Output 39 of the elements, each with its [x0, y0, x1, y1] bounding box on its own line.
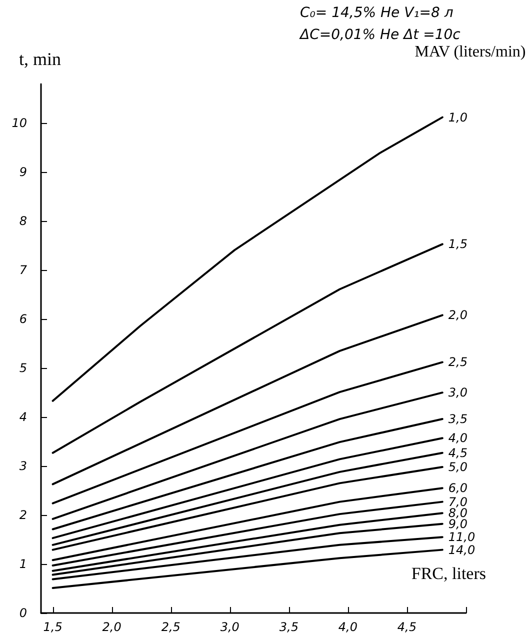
series-label: 1,5 [448, 237, 468, 252]
series-label: 11,0 [448, 530, 476, 544]
y-tick-label: 1 [19, 557, 27, 572]
text: C₀= 14,5% He V₁=8 л [300, 5, 454, 21]
series-label: 1,0 [448, 110, 468, 124]
series-label: 2,5 [448, 355, 468, 370]
x-tick-label: 2,0 [102, 620, 122, 634]
y-tick-label: 4 [19, 410, 27, 424]
x-tick-label: 3,0 [220, 620, 240, 634]
text: ΔC=0,01% He Δt =10с [299, 27, 461, 43]
x-axis-title: FRC, liters [411, 564, 486, 583]
y-tick-label: 6 [19, 312, 28, 326]
x-tick-label: 4,5 [397, 620, 417, 634]
line-series [52, 116, 444, 402]
y-tick-label: 8 [19, 214, 28, 228]
y-tick-label: 9 [19, 165, 27, 180]
y-tick-label: 2 [19, 508, 27, 522]
y-tick-label: 3 [19, 459, 27, 474]
legend-title: MAV (liters/min) [414, 44, 526, 60]
series-label: 2,0 [448, 308, 468, 322]
series-label: 5,0 [448, 460, 468, 474]
y-tick-label: 0 [19, 606, 28, 620]
line-series [52, 243, 444, 454]
series-label: 8,0 [448, 506, 468, 520]
y-tick-label: 5 [19, 361, 27, 376]
series-label: 4,0 [448, 431, 468, 446]
series-label: 3,0 [448, 386, 468, 400]
series-label: 7,0 [448, 494, 468, 509]
x-tick-label: 2,5 [161, 620, 180, 634]
x-tick-label: 1,5 [43, 620, 62, 634]
series-label: 4,5 [448, 446, 468, 460]
x-tick-label: 3,5 [279, 620, 298, 634]
series-label: 14,0 [448, 542, 476, 557]
y-tick-label: 10 [12, 116, 28, 130]
x-tick-label: 4,0 [338, 620, 358, 634]
series-label: 6,0 [448, 481, 468, 496]
y-axis-title: t, min [19, 49, 62, 69]
series-label: 3,5 [448, 412, 468, 426]
y-tick-label: 7 [19, 263, 28, 278]
